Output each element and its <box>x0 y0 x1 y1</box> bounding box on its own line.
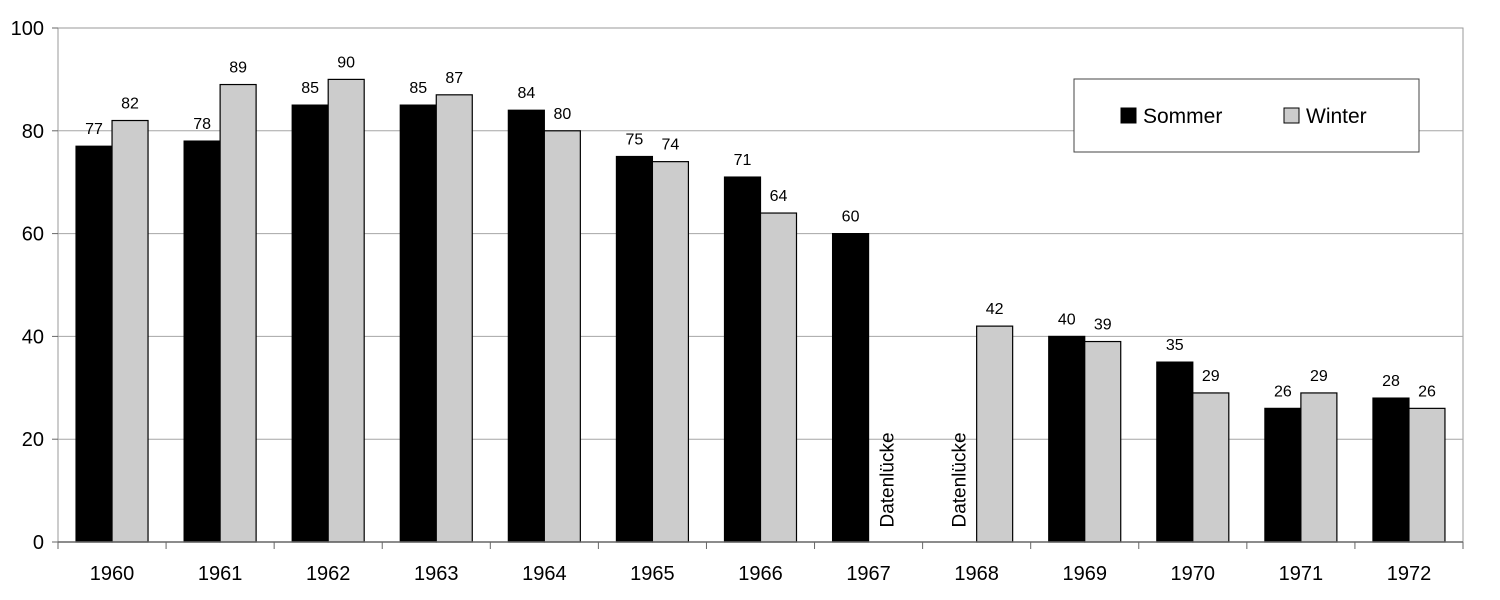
bar-sommer <box>1372 397 1410 543</box>
bar-sommer <box>183 140 221 543</box>
data-label: 82 <box>121 96 139 113</box>
legend: Sommer Winter <box>1073 78 1420 153</box>
legend-label-sommer: Sommer <box>1143 105 1222 128</box>
bar-sommer <box>75 145 113 543</box>
bar-winter <box>1084 340 1122 543</box>
bar-sommer <box>507 109 545 543</box>
x-tick-label: 1964 <box>522 563 567 585</box>
data-label: 80 <box>553 106 571 123</box>
bar-winter <box>543 130 581 543</box>
bar-sommer <box>1264 407 1302 543</box>
legend-label-winter: Winter <box>1306 105 1367 128</box>
y-tick-label: 0 <box>33 532 44 554</box>
data-label: 89 <box>229 60 247 77</box>
data-label: 84 <box>517 85 535 102</box>
bar-winter <box>759 212 798 543</box>
data-labels: 77 78 85 85 84 75 71 60 40 35 26 28 82 89 90 87 80 74 64 42… <box>85 54 1436 400</box>
bar-winter <box>976 325 1014 543</box>
bar-sommer <box>723 176 762 543</box>
data-gap-label: Datenlücke <box>878 432 899 527</box>
data-label: 74 <box>662 137 680 154</box>
bar-winter <box>651 161 690 543</box>
data-label: 42 <box>986 301 1004 318</box>
data-label: 64 <box>770 188 788 205</box>
data-label: 35 <box>1166 337 1184 354</box>
bar-winter <box>435 94 473 543</box>
data-label: 87 <box>445 70 463 87</box>
x-tick-label: 1961 <box>198 563 243 585</box>
bar-sommer <box>1048 335 1086 543</box>
x-tick-label: 1963 <box>414 563 459 585</box>
data-label: 29 <box>1310 368 1328 385</box>
bar-winter <box>1300 392 1338 543</box>
y-tick-label: 60 <box>22 224 44 246</box>
bar-sommer <box>1156 361 1194 543</box>
bar-sommer <box>291 104 329 543</box>
data-label: 85 <box>409 80 427 97</box>
data-label: 40 <box>1058 311 1076 328</box>
data-label: 75 <box>626 132 644 149</box>
y-tick-label: 20 <box>22 429 44 451</box>
x-tick-label: 1962 <box>306 563 351 585</box>
x-tick-label: 1960 <box>90 563 135 585</box>
data-label: 28 <box>1382 373 1400 390</box>
data-label: 26 <box>1418 383 1436 400</box>
x-tick-label: 1967 <box>846 563 891 585</box>
data-label: 90 <box>337 54 355 71</box>
bar-winter <box>1192 392 1230 543</box>
y-tick-label: 40 <box>22 326 44 348</box>
x-tick-label: 1972 <box>1387 563 1432 585</box>
y-tick-label: 100 <box>11 18 44 40</box>
x-axis: 1960 1961 1962 1963 1964 1965 1966 1967 1968 1969… <box>57 541 1464 585</box>
x-tick-label: 1965 <box>630 563 675 585</box>
data-label: 85 <box>301 80 319 97</box>
y-axis-ticks: 0 20 40 60 80 100 <box>11 18 58 554</box>
bar-sommer <box>399 104 437 543</box>
bar-winter <box>327 78 365 543</box>
bar-winter <box>111 119 149 543</box>
x-tick-label: 1968 <box>954 563 999 585</box>
data-label: 29 <box>1202 368 1220 385</box>
data-label: 39 <box>1094 317 1112 334</box>
bar-sommer <box>615 155 654 543</box>
y-tick-label: 80 <box>22 121 44 143</box>
data-label: 26 <box>1274 383 1292 400</box>
x-tick-label: 1966 <box>738 563 783 585</box>
bar-sommer <box>831 233 870 543</box>
legend-swatch-sommer <box>1120 107 1137 124</box>
x-tick-label: 1970 <box>1171 563 1216 585</box>
x-tick-label: 1971 <box>1279 563 1324 585</box>
bar-winter <box>219 83 257 543</box>
data-label: 71 <box>734 152 752 169</box>
data-label: 60 <box>842 209 860 226</box>
data-gap-label: Datenlücke <box>950 432 971 527</box>
data-label: 77 <box>85 121 103 138</box>
x-tick-label: 1969 <box>1062 563 1107 585</box>
legend-swatch-winter <box>1283 107 1300 124</box>
annotations: Datenlücke Datenlücke <box>878 432 971 527</box>
bar-winter <box>1408 407 1446 543</box>
data-label: 78 <box>193 116 211 133</box>
